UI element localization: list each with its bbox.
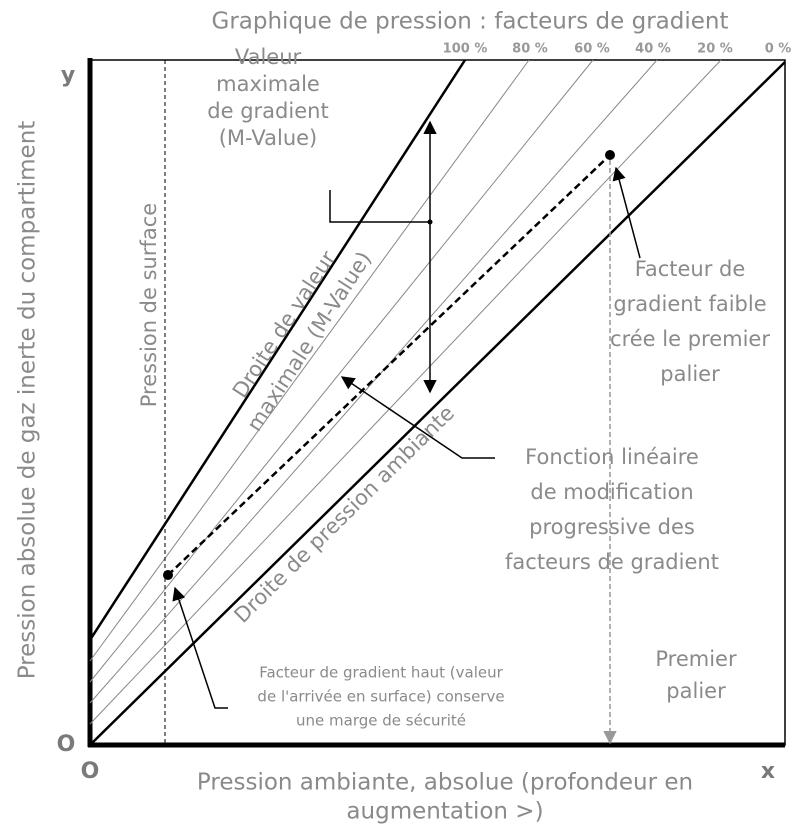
y-axis-label: Pression absolue de gaz inerte du compar… <box>15 121 41 680</box>
gf-high-point <box>163 570 173 580</box>
percent-label: 80 % <box>512 42 548 57</box>
gradient-lines <box>89 59 722 725</box>
frame <box>87 58 786 748</box>
m-value-label: de gradient <box>207 99 328 123</box>
title: Graphique de pression : facteurs de grad… <box>212 9 729 35</box>
percent-label: 100 % <box>443 42 488 57</box>
linear-label: Fonction linéaire <box>525 445 699 469</box>
ambient-line <box>89 61 786 746</box>
origin-x: O <box>81 759 100 784</box>
linear-label: progressive des <box>529 515 695 539</box>
percent-label: 0 % <box>765 42 792 57</box>
ambient-line-label: Droite de pression ambiante <box>230 401 459 628</box>
low-gf-label: Facteur de <box>635 257 746 281</box>
linear-arrow <box>340 376 495 459</box>
gf-low-point <box>605 150 615 160</box>
m-value-label: maximale <box>216 72 320 96</box>
m-value-bracket <box>329 190 430 223</box>
x-axis-label: augmentation >) <box>346 799 543 825</box>
first-stop-label: palier <box>666 679 726 703</box>
first-stop-label: Premier <box>655 647 737 671</box>
bracket-dot <box>427 219 433 225</box>
percent-label: 60 % <box>574 42 610 57</box>
percent-label: 40 % <box>635 42 671 57</box>
linear-label: facteurs de gradient <box>505 550 719 574</box>
surface-label: Pression de surface <box>137 203 161 407</box>
m-value-line <box>88 59 467 641</box>
m-value-label: (M-Value) <box>219 126 318 150</box>
high-gf-label: une marge de sécurité <box>296 712 466 730</box>
y-axis: y <box>61 63 75 88</box>
high-gf-label: Facteur de gradient haut (valeur <box>259 664 503 682</box>
x-axis: x <box>761 759 775 784</box>
x-axis-label: Pression ambiante, absolue (profondeur e… <box>197 770 693 796</box>
low-gf-label: palier <box>660 362 720 386</box>
low-gf-label: crée le premier <box>610 327 770 351</box>
high-gf-label: de l'arrivée en surface) conserve <box>257 688 504 706</box>
linear-label: de modification <box>530 480 693 504</box>
high-gf-arrow <box>172 586 228 709</box>
gf-line <box>167 154 611 576</box>
m-value-label: Valeur <box>235 45 302 69</box>
low-gf-label: gradient faible <box>613 292 766 316</box>
origin-y: O <box>57 732 76 757</box>
percent-label: 20 % <box>697 42 733 57</box>
low-gf-arrow <box>612 166 641 259</box>
